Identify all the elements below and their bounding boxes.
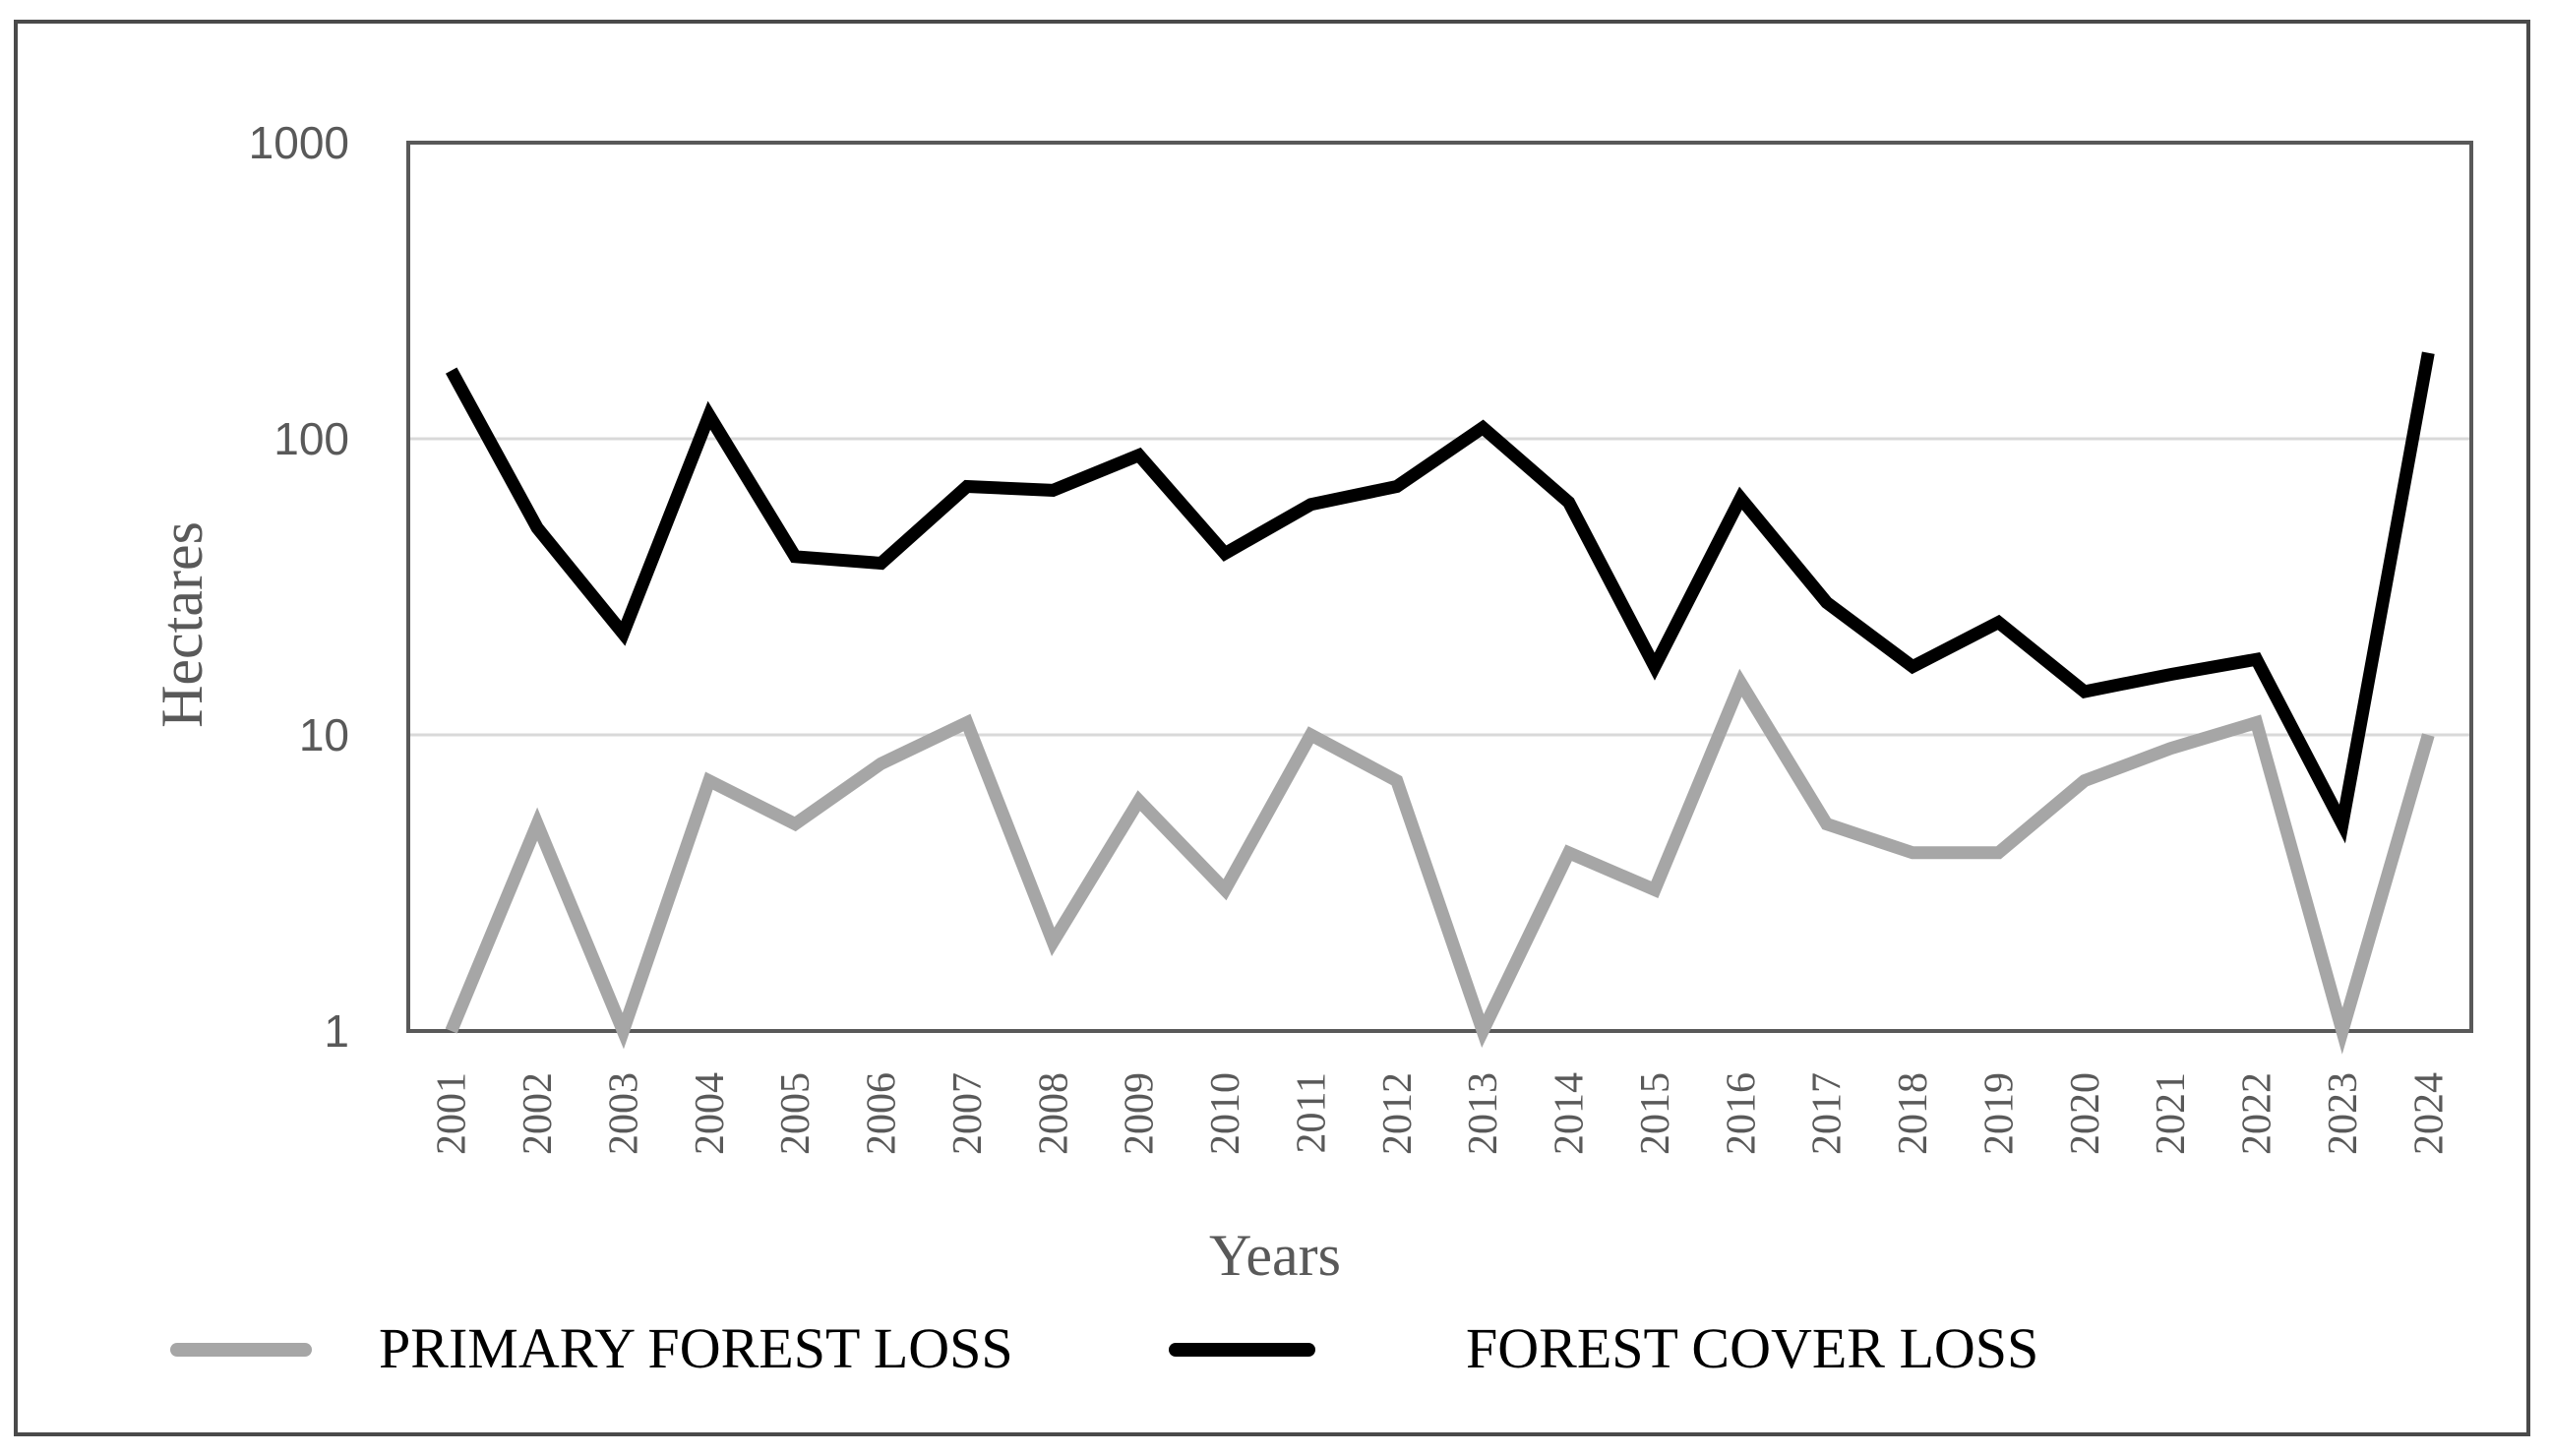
y-tick-label: 1000	[249, 117, 349, 168]
chart-frame	[14, 20, 2530, 1436]
x-tick-label: 2017	[1805, 1072, 1851, 1155]
x-tick-label: 2004	[688, 1072, 733, 1155]
x-tick-label: 2014	[1548, 1072, 1593, 1155]
x-tick-label: 2011	[1289, 1072, 1334, 1153]
x-tick-label: 2013	[1461, 1072, 1506, 1155]
series-line-primary-forest-loss	[445, 668, 2435, 1055]
x-axis-title: Years	[1209, 1223, 1341, 1288]
legend-label-primary-forest-loss: PRIMARY FOREST LOSS	[379, 1316, 1013, 1380]
x-tick-label: 2008	[1031, 1072, 1076, 1155]
plot-area-border	[406, 141, 2473, 1033]
x-tick-label: 2018	[1891, 1072, 1936, 1155]
x-tick-label: 2015	[1633, 1072, 1678, 1155]
x-tick-label: 2022	[2235, 1072, 2280, 1155]
series-line-forest-cover-loss	[445, 351, 2435, 844]
x-tick-label: 2021	[2149, 1072, 2194, 1155]
x-tick-label: 2003	[601, 1072, 646, 1155]
x-tick-label: 2016	[1719, 1072, 1764, 1155]
x-axis-ticks: 2001 2002 2003 2004 2005 2006 2007 2008 2009 2010…	[430, 1072, 2453, 1155]
legend: PRIMARY FOREST LOSS FOREST COVER LOSS	[170, 1316, 2038, 1380]
x-tick-label: 2023	[2321, 1072, 2366, 1155]
x-tick-label: 2009	[1118, 1072, 1163, 1155]
x-tick-label: 2012	[1375, 1072, 1421, 1155]
y-axis-title: Hectares	[150, 521, 214, 728]
x-tick-label: 2024	[2406, 1072, 2452, 1155]
series-lines	[445, 351, 2435, 1055]
x-tick-label: 2005	[773, 1072, 819, 1155]
x-tick-label: 2019	[1976, 1072, 2022, 1155]
y-tick-label: 10	[299, 709, 349, 760]
x-tick-label: 2007	[945, 1072, 991, 1155]
x-tick-label: 2002	[516, 1072, 561, 1155]
x-tick-label: 2020	[2063, 1072, 2108, 1155]
x-tick-label: 2001	[430, 1072, 475, 1155]
legend-label-forest-cover-loss: FOREST COVER LOSS	[1466, 1316, 2038, 1380]
y-tick-label: 1	[324, 1005, 349, 1057]
x-tick-label: 2006	[860, 1072, 905, 1155]
x-tick-label: 2010	[1203, 1072, 1248, 1155]
gridlines	[408, 437, 2471, 737]
y-axis-ticks: 1 10 100 1000	[249, 117, 349, 1057]
y-tick-label: 100	[273, 413, 349, 464]
